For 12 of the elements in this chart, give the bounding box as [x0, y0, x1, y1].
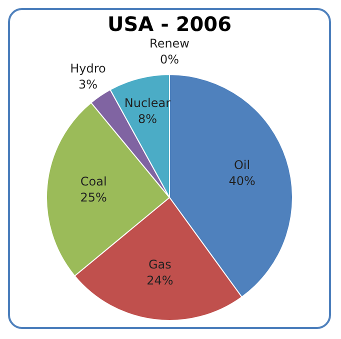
category-label: Renew	[150, 36, 190, 51]
data-label: 3%	[78, 78, 98, 92]
text: 0%	[160, 52, 180, 67]
data-label: 24%	[146, 273, 174, 288]
slice-label: Gas	[148, 257, 172, 272]
chart-title: USA - 2006	[107, 12, 232, 36]
data-label: 25%	[80, 190, 107, 204]
slice-label: Coal	[80, 174, 107, 188]
slice-label: Oil	[234, 158, 250, 172]
data-label: 8%	[138, 112, 157, 126]
slice-label: Hydro	[70, 62, 106, 76]
data-label: 40%	[228, 174, 256, 188]
